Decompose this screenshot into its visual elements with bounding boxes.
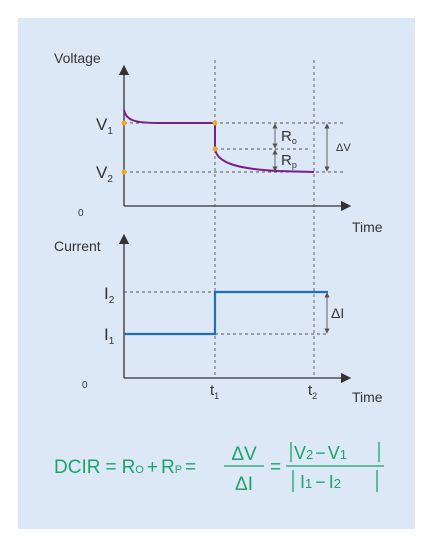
formula-frac-denominator: ΔI: [235, 474, 253, 495]
voltage-time-label: Time: [352, 219, 383, 235]
t1-label: t1: [210, 382, 219, 401]
v2-label: V2: [96, 163, 113, 185]
voltage-origin-label: 0: [78, 208, 84, 219]
rp-label: Rp: [281, 152, 297, 170]
formula-lhs: DCIR = RO + RP =: [54, 457, 196, 478]
t1-top-marker: [212, 120, 218, 126]
v1-label: V1: [96, 115, 113, 137]
current-curve: [124, 290, 328, 336]
formula-eq3: =: [270, 457, 281, 478]
formula-frac-numerator: ΔV: [231, 444, 257, 465]
i2-label: I2: [104, 284, 115, 306]
current-plot: Current Time 0 ΔI I2 I1 t1 t2: [54, 233, 383, 405]
voltage-axis-label: Voltage: [54, 50, 101, 66]
dcir-formula: DCIR = RO + RP = ΔV ΔI = V2− V1 I1− I2: [54, 442, 384, 495]
t2-label: t2: [308, 382, 317, 401]
formula-big-denominator: I1− I2: [300, 472, 341, 492]
current-origin-label: 0: [82, 380, 88, 391]
dcir-diagram: Voltage Time 0 V1 V2: [54, 50, 384, 495]
diagram-panel: Voltage Time 0 V1 V2: [18, 18, 415, 529]
delta-v-label: ΔV: [336, 142, 351, 154]
delta-i-label: ΔI: [331, 305, 344, 321]
v2-axis-marker: [121, 169, 127, 175]
ro-label: Ro: [281, 128, 297, 146]
i1-label: I1: [104, 325, 115, 347]
current-axis-label: Current: [54, 238, 101, 254]
t1-drop-marker: [212, 146, 218, 152]
voltage-plot: Voltage Time 0 V1 V2: [54, 50, 383, 378]
formula-big-numerator: V2− V1: [294, 443, 347, 463]
current-time-label: Time: [352, 389, 383, 405]
v1-axis-marker: [121, 120, 127, 126]
